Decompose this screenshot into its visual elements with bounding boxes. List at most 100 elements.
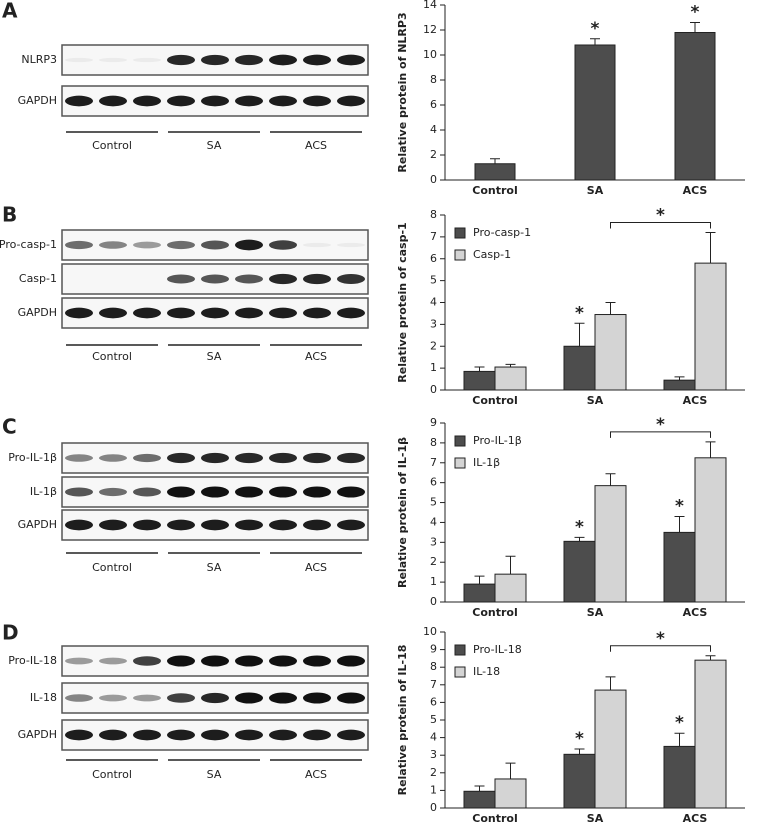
blot-band bbox=[133, 694, 161, 702]
y-tick-label: 7 bbox=[430, 678, 437, 691]
blot-band bbox=[337, 242, 365, 248]
blot-band bbox=[303, 273, 331, 285]
blot-band bbox=[133, 307, 161, 319]
y-tick-label: 8 bbox=[430, 436, 437, 449]
blot-band bbox=[303, 452, 331, 464]
blot-band bbox=[235, 519, 263, 531]
bar bbox=[663, 531, 696, 603]
row-label: Pro-IL-18 bbox=[8, 654, 57, 667]
blot-band bbox=[65, 519, 93, 531]
legend-label: Pro-IL-18 bbox=[473, 643, 522, 656]
significance-star: * bbox=[675, 496, 684, 516]
bar bbox=[563, 345, 596, 391]
error-bar bbox=[605, 473, 616, 486]
error-bar bbox=[674, 376, 685, 381]
blot-band bbox=[337, 54, 365, 66]
blot-band bbox=[201, 655, 229, 667]
y-tick-label: 2 bbox=[430, 555, 437, 568]
blot-band bbox=[337, 95, 365, 107]
bar bbox=[474, 163, 516, 181]
significance-star: * bbox=[656, 629, 665, 649]
blot-band bbox=[337, 274, 365, 284]
y-tick-label: 0 bbox=[430, 383, 437, 396]
blot-band bbox=[235, 239, 263, 251]
blot-band bbox=[65, 240, 93, 250]
y-tick-label: 4 bbox=[430, 515, 437, 528]
bar bbox=[663, 745, 696, 809]
panel-label: A bbox=[2, 0, 18, 23]
x-tick-label: ACS bbox=[683, 394, 708, 407]
bar bbox=[563, 540, 596, 603]
x-tick-label: SA bbox=[587, 394, 604, 407]
y-axis-label: Relative protein of IL-1β bbox=[396, 437, 409, 588]
legend-swatch bbox=[454, 666, 466, 678]
error-bar bbox=[705, 232, 716, 264]
bar bbox=[674, 32, 716, 181]
bar bbox=[563, 753, 596, 809]
blot-band bbox=[201, 452, 229, 464]
significance-star: * bbox=[575, 303, 584, 323]
y-tick-label: 7 bbox=[430, 456, 437, 469]
blot-band bbox=[201, 486, 229, 498]
group-label: SA bbox=[207, 768, 222, 781]
blot-band bbox=[99, 57, 127, 63]
blot-band bbox=[167, 54, 195, 66]
blot-band bbox=[133, 487, 161, 497]
x-tick-label: ACS bbox=[683, 184, 708, 197]
bar bbox=[694, 457, 727, 603]
y-tick-label: 5 bbox=[430, 274, 437, 287]
legend-label: IL-18 bbox=[473, 665, 500, 678]
legend-swatch bbox=[454, 435, 466, 447]
blot-band bbox=[65, 729, 93, 741]
y-tick-label: 6 bbox=[430, 476, 437, 489]
error-bar bbox=[505, 555, 516, 575]
group-label: Control bbox=[92, 139, 132, 152]
bar bbox=[463, 370, 496, 391]
error-bar bbox=[574, 748, 585, 755]
y-tick-label: 5 bbox=[430, 496, 437, 509]
error-bar bbox=[505, 363, 516, 368]
significance-bracket bbox=[610, 645, 711, 652]
y-tick-label: 6 bbox=[430, 695, 437, 708]
y-tick-label: 1 bbox=[430, 783, 437, 796]
row-label: IL-1β bbox=[30, 485, 57, 498]
blot-band bbox=[65, 694, 93, 702]
bar bbox=[663, 379, 696, 391]
y-tick-label: 8 bbox=[430, 73, 437, 86]
error-bar bbox=[705, 655, 716, 661]
legend-swatch bbox=[454, 227, 466, 239]
blot-band bbox=[65, 454, 93, 462]
x-tick-label: Control bbox=[472, 184, 517, 197]
bar bbox=[463, 790, 496, 809]
error-bar bbox=[674, 515, 685, 533]
group-label: ACS bbox=[305, 768, 327, 781]
blot-band bbox=[269, 273, 297, 285]
error-bar bbox=[474, 575, 485, 585]
legend-label: Casp-1 bbox=[473, 248, 511, 261]
blot-band bbox=[167, 95, 195, 107]
row-label: Casp-1 bbox=[19, 272, 57, 285]
significance-bracket bbox=[610, 222, 711, 229]
group-label: ACS bbox=[305, 561, 327, 574]
error-bar bbox=[474, 785, 485, 792]
blot-band bbox=[303, 486, 331, 498]
blot-band bbox=[99, 454, 127, 462]
legend-label: Pro-IL-1β bbox=[473, 434, 522, 447]
row-label: Pro-casp-1 bbox=[0, 238, 57, 251]
blot-band bbox=[337, 655, 365, 667]
blot-band bbox=[133, 656, 161, 666]
legend-swatch bbox=[454, 644, 466, 656]
blot-band bbox=[201, 54, 229, 66]
y-tick-label: 10 bbox=[423, 625, 437, 638]
x-tick-label: ACS bbox=[683, 606, 708, 619]
y-tick-label: 8 bbox=[430, 660, 437, 673]
error-bar bbox=[505, 762, 516, 779]
significance-star: * bbox=[575, 729, 584, 749]
y-tick-label: 9 bbox=[430, 416, 437, 429]
row-label: GAPDH bbox=[18, 518, 57, 531]
blot-band bbox=[201, 519, 229, 531]
blot-band bbox=[235, 655, 263, 667]
group-label: Control bbox=[92, 768, 132, 781]
error-bar bbox=[605, 302, 616, 315]
